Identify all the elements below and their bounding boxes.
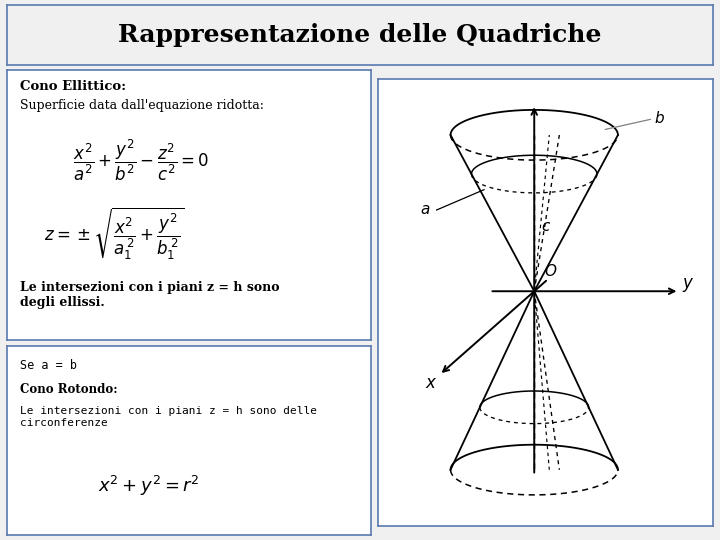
Text: $x$: $x$ — [425, 375, 437, 392]
Text: $z=\pm\sqrt{\dfrac{x^2}{a_1^{\,2}}+\dfrac{y^2}{b_1^{\,2}}}$: $z=\pm\sqrt{\dfrac{x^2}{a_1^{\,2}}+\dfra… — [44, 205, 184, 262]
Text: Le intersezioni con i piani z = h sono delle
circonferenze: Le intersezioni con i piani z = h sono d… — [20, 406, 317, 428]
Text: $x^2+y^2=r^2$: $x^2+y^2=r^2$ — [98, 474, 200, 498]
Text: Cono Rotondo:: Cono Rotondo: — [20, 383, 117, 396]
Text: Rappresentazione delle Quadriche: Rappresentazione delle Quadriche — [118, 23, 602, 47]
Text: $\dfrac{x^2}{a^2}+\dfrac{y^2}{b^2}-\dfrac{z^2}{c^2}=0$: $\dfrac{x^2}{a^2}+\dfrac{y^2}{b^2}-\dfra… — [73, 138, 209, 183]
Text: $a$: $a$ — [420, 203, 431, 217]
Text: Cono Ellittico:: Cono Ellittico: — [20, 79, 126, 93]
Text: Le intersezioni con i piani z = h sono
degli ellissi.: Le intersezioni con i piani z = h sono d… — [20, 281, 279, 309]
Text: Se a = b: Se a = b — [20, 359, 77, 372]
Text: $b$: $b$ — [654, 110, 665, 126]
Text: $O$: $O$ — [544, 263, 558, 279]
Text: Superficie data dall'equazione ridotta:: Superficie data dall'equazione ridotta: — [20, 98, 264, 112]
Text: $c$: $c$ — [541, 220, 551, 234]
Text: $y$: $y$ — [682, 275, 695, 294]
